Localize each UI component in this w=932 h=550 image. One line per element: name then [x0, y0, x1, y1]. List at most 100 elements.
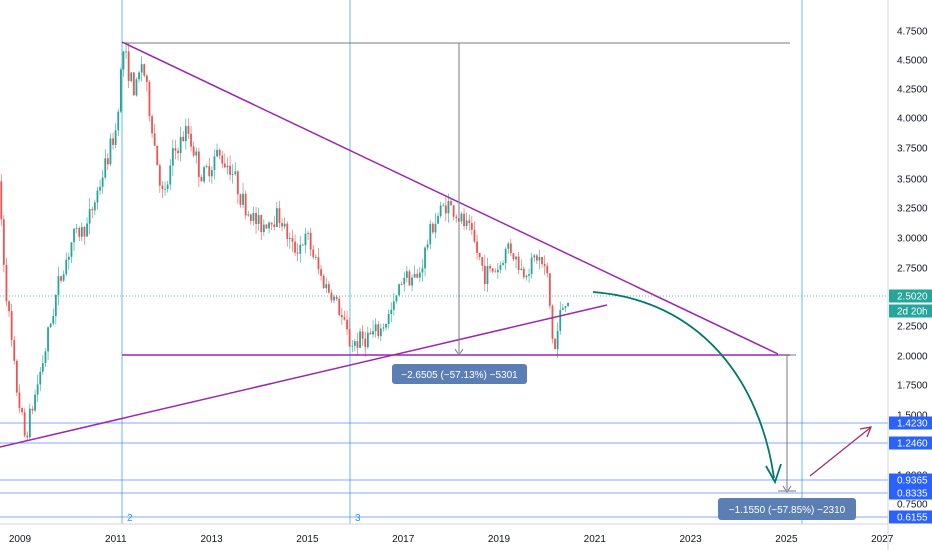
- candle-body: [174, 148, 177, 151]
- candle-body: [481, 257, 484, 266]
- candle-body: [83, 226, 86, 237]
- candle-body: [551, 305, 554, 339]
- candle-body: [158, 165, 161, 186]
- candle-body: [400, 284, 403, 286]
- measure-label-box: [718, 498, 856, 520]
- candle-body: [304, 233, 307, 246]
- candle-body: [356, 341, 359, 348]
- level-badge-text: 1.4230: [897, 419, 928, 430]
- candle-body: [112, 138, 114, 145]
- candle-body: [226, 165, 229, 168]
- level-badge-text: 0.6155: [897, 513, 928, 524]
- candle-body: [62, 274, 65, 281]
- candle-body: [416, 273, 419, 278]
- candle-body: [283, 223, 286, 227]
- countdown-badge-box: [889, 304, 932, 318]
- candle-body: [39, 371, 42, 385]
- candle-body: [182, 136, 185, 142]
- time-tick-label: 2013: [200, 534, 223, 545]
- candle-body: [379, 328, 382, 337]
- candle-body: [223, 163, 226, 168]
- candle-body: [179, 136, 182, 154]
- candle-body: [450, 201, 452, 206]
- candle-body: [247, 214, 250, 216]
- candle-body: [242, 193, 244, 205]
- candle-body: [218, 149, 221, 156]
- candle-body: [478, 252, 481, 258]
- candle-body: [96, 190, 99, 203]
- candle-body: [515, 256, 517, 260]
- candle-body: [567, 302, 569, 307]
- candle-body: [314, 257, 317, 258]
- candle-body: [468, 220, 471, 224]
- candle-body: [93, 202, 96, 211]
- candle-body: [307, 232, 309, 234]
- candle-body: [452, 205, 455, 217]
- candle-body: [49, 323, 52, 328]
- rebound-arrow-head: [859, 426, 873, 438]
- candle-body: [190, 133, 192, 147]
- candle-body: [47, 327, 49, 352]
- candle-body: [317, 257, 320, 270]
- candle-body: [538, 256, 541, 261]
- candle-body: [278, 208, 281, 224]
- candle-body: [114, 130, 117, 145]
- time-tick-label: 2009: [9, 534, 32, 545]
- vertical-marker-label: 2: [127, 513, 133, 524]
- candle-body: [554, 338, 556, 350]
- candle-body: [239, 194, 242, 205]
- candle-body: [437, 216, 439, 224]
- candle-body: [15, 360, 18, 393]
- price-tick-label: 0.7500: [897, 500, 928, 511]
- candle-body: [489, 266, 491, 269]
- price-scale-background[interactable]: [888, 0, 932, 550]
- candle-body: [447, 201, 450, 214]
- candle-body: [244, 193, 247, 216]
- candle-body: [268, 222, 270, 229]
- candle-body: [153, 133, 156, 146]
- candle-body: [52, 316, 55, 324]
- candle-body: [320, 269, 322, 276]
- candle-body: [338, 299, 341, 316]
- candle-body: [533, 255, 536, 258]
- measure-arrow-head: [454, 348, 464, 356]
- price-tick-label: 1.5000: [897, 411, 928, 422]
- candle-body: [288, 238, 291, 240]
- price-tick-label: 4.7500: [897, 27, 928, 38]
- candle-body: [431, 223, 434, 233]
- candle-body: [535, 255, 538, 261]
- candle-body: [439, 205, 442, 217]
- candle-body: [473, 229, 476, 242]
- level-badge-box: [889, 416, 932, 430]
- candle-body: [486, 266, 489, 285]
- candle-body: [353, 341, 356, 346]
- candle-body: [5, 264, 8, 302]
- candle-body: [343, 317, 346, 320]
- candle-body: [106, 158, 109, 165]
- time-tick-label: 2019: [488, 534, 511, 545]
- price-tick-label: 4.0000: [897, 114, 928, 125]
- candle-body: [119, 69, 122, 112]
- candle-body: [260, 215, 263, 233]
- level-badge-text: 0.8335: [897, 489, 928, 500]
- candle-body: [249, 214, 252, 221]
- price-tick-label: 2.7500: [897, 264, 928, 275]
- candle-body: [548, 273, 551, 306]
- trend-drawings: −2.6505 (−57.13%) −5301 −1.1550 (−57.85%)…: [0, 41, 888, 520]
- candle-body: [138, 72, 140, 80]
- candle-body: [413, 273, 416, 278]
- candle-body: [164, 188, 166, 190]
- candle-body: [275, 208, 278, 227]
- candle-body: [166, 184, 169, 189]
- candle-body: [398, 284, 400, 296]
- price-tick-label: 4.5000: [897, 56, 928, 67]
- measure-label-box: [392, 364, 527, 384]
- candle-body: [361, 331, 364, 339]
- candle-body: [273, 224, 276, 227]
- candle-body: [522, 268, 525, 278]
- candle-body: [156, 145, 159, 166]
- candle-body: [483, 265, 486, 285]
- candle-body: [382, 327, 385, 329]
